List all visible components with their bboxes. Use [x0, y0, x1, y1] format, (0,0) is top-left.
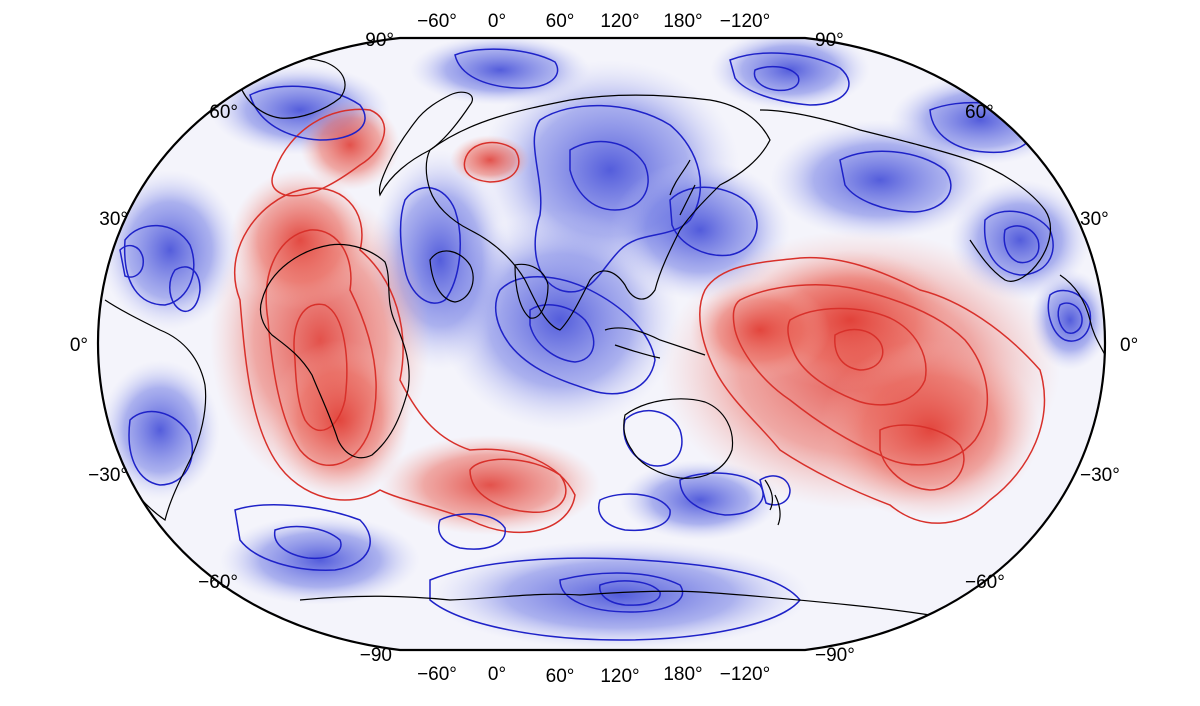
negative-contours [119, 48, 1092, 641]
bottom-longitude-labels: −60° 0° 60° 120° 180° −120° [417, 664, 770, 687]
right-lat-label: 60° [965, 102, 994, 123]
top-lon-label: −60° [417, 11, 457, 32]
left-lat-label: −90 [360, 645, 392, 666]
bottom-lon-label: 180° [663, 664, 702, 685]
bottom-lon-label: −120° [720, 664, 770, 685]
coastline-arabia [429, 250, 474, 303]
coastline-japan [669, 159, 696, 216]
left-lat-label: 0° [70, 335, 88, 356]
right-lat-label: 30° [1080, 209, 1109, 230]
top-lon-label: −120° [720, 11, 770, 32]
right-lat-label: −30° [1080, 465, 1120, 486]
top-lon-label: 60° [546, 11, 575, 32]
top-lon-label: 120° [600, 11, 639, 32]
left-lat-label: −30° [88, 465, 128, 486]
left-latitude-labels: 90° 60° 30° 0° −30° −60° −90 [70, 30, 394, 666]
top-lon-label: 180° [663, 11, 702, 32]
coastline-africa [259, 243, 410, 459]
bottom-lon-label: −60° [417, 664, 457, 685]
left-lat-label: 30° [99, 209, 128, 230]
coastline-indonesia [604, 327, 706, 359]
top-lon-label: 0° [488, 11, 506, 32]
coastline-central-america [1059, 274, 1105, 356]
left-lat-label: 90° [365, 30, 394, 51]
positive-contours [234, 108, 1046, 534]
coastline-new-zealand [764, 479, 781, 526]
left-lat-label: 60° [209, 102, 238, 123]
right-lat-label: −90° [815, 645, 855, 666]
left-lat-label: −60° [198, 572, 238, 593]
anomaly-field [98, 38, 1105, 650]
right-lat-label: 90° [815, 30, 844, 51]
right-latitude-labels: 90° 60° 30° 0° −30° −60° −90° [815, 30, 1138, 666]
coastline-india [514, 263, 549, 319]
right-lat-label: −60° [965, 572, 1005, 593]
bottom-lon-label: 120° [600, 666, 639, 687]
coastline-antarctica [299, 590, 931, 616]
bottom-lon-label: 0° [488, 664, 506, 685]
map-frame [96, 36, 1107, 652]
coastline-asia [425, 94, 771, 331]
top-longitude-labels: −60° 0° 60° 120° 180° −120° [417, 11, 770, 32]
bottom-lon-label: 60° [546, 666, 575, 687]
coastline-australia [623, 398, 734, 479]
right-lat-label: 0° [1120, 335, 1138, 356]
